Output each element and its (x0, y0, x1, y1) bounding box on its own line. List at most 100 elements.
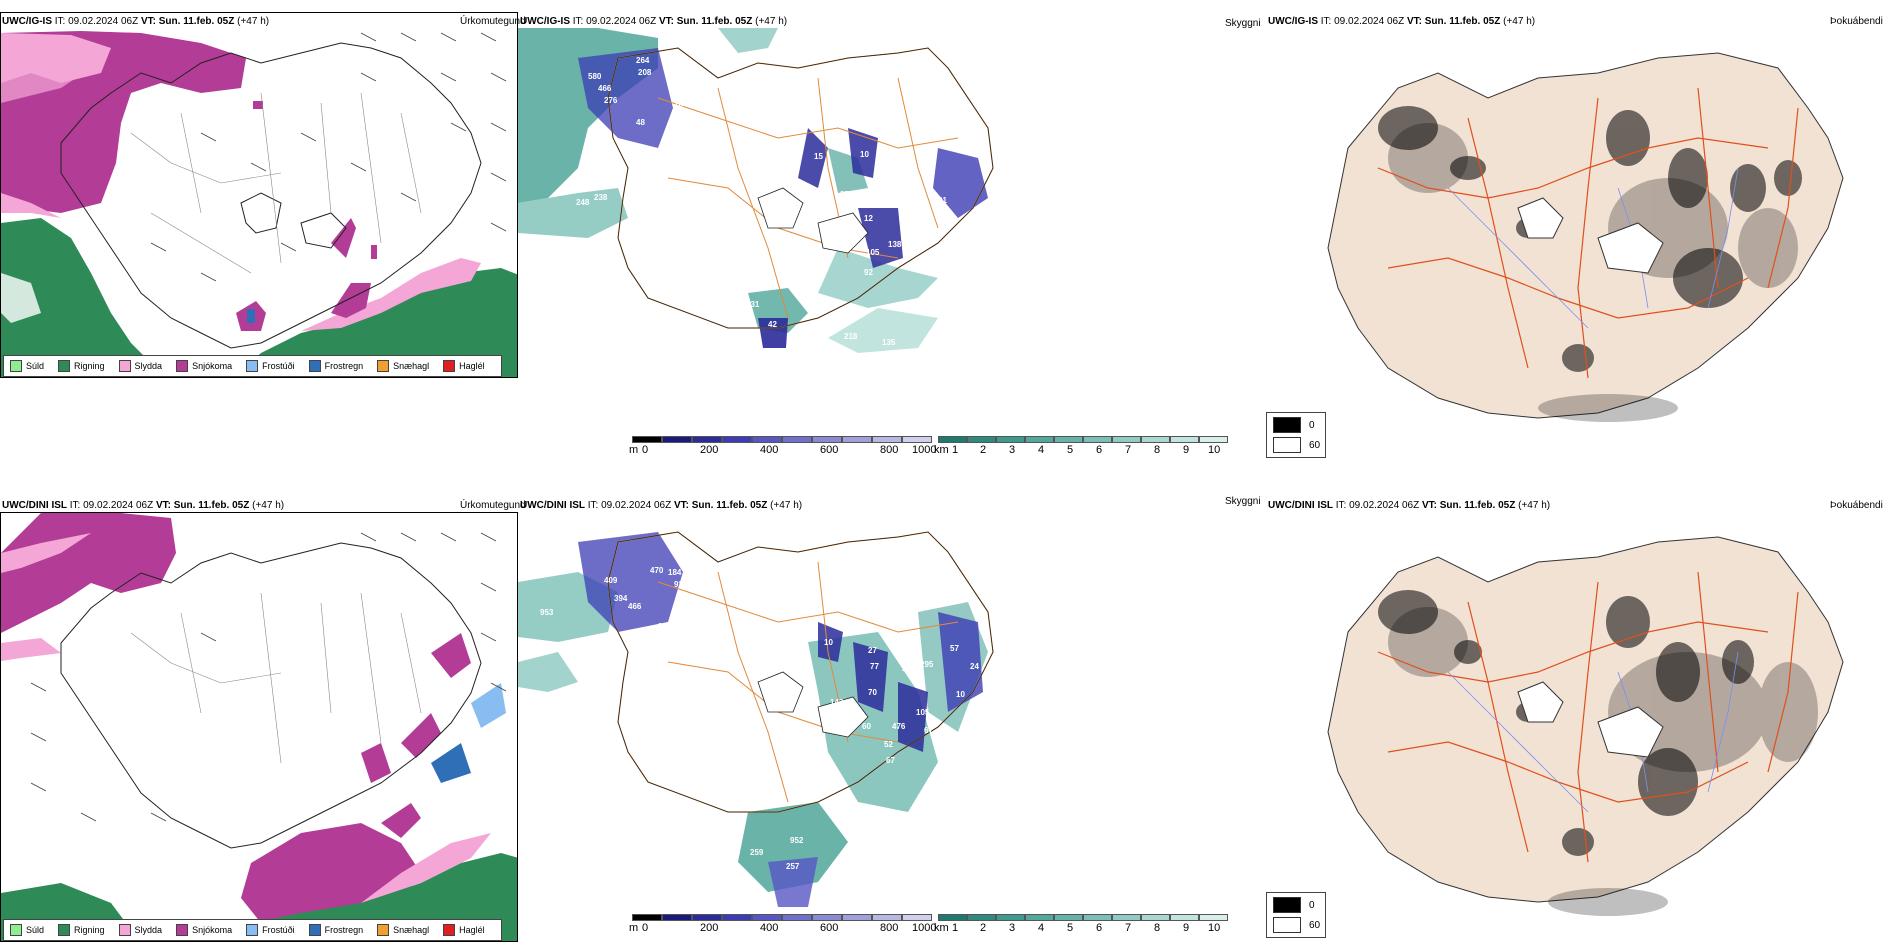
vt-label: VT: (673, 500, 689, 511)
vis-value-label: 208 (638, 68, 652, 77)
legend-item-frostudi: Frostúði (246, 924, 295, 936)
panel-title-bottom-2: Skyggni (1225, 496, 1261, 507)
colorbar-tick: 1 (952, 444, 959, 456)
legend-label: Frostregn (324, 361, 364, 371)
vis-value-label: 67 (886, 756, 895, 765)
colorbar-segment (722, 914, 752, 921)
legend-label: Frostúði (262, 361, 295, 371)
precip-legend-bottom: Súld Rigning Slydda Snjókoma Frostúði Fr… (3, 919, 502, 941)
panel-header-bottom-3: UWC/DINI ISL IT: 09.02.2024 06Z VT: Sun.… (1268, 500, 1550, 512)
vis-value-label: 87 (840, 190, 849, 199)
colorbar-tick: 7 (1125, 444, 1132, 456)
legend-swatch (58, 924, 71, 936)
it-label: IT: (54, 16, 66, 27)
fog-legend-row: 0 (1273, 897, 1315, 913)
vis-value-label: 12 (864, 214, 873, 223)
vis-value-label: 135 (882, 338, 896, 347)
vis-value-label: 27 (868, 646, 877, 655)
vt-label: VT: (140, 16, 156, 27)
vis-value-label: 476 (892, 722, 906, 731)
legend-swatch (58, 360, 71, 372)
vis-value-label: 48 (636, 118, 645, 127)
it-value: 09.02.2024 06Z (83, 500, 154, 511)
lead-time: (+47 h) (770, 500, 803, 511)
model-name: UWC/IG-IS (520, 16, 570, 27)
fog-legend-label: 0 (1309, 899, 1315, 911)
legend-swatch (443, 924, 456, 936)
vis-value-label: 57 (950, 644, 959, 653)
legend-label: Súld (26, 925, 45, 935)
vis-value-label: 81 (938, 196, 947, 205)
colorbar-segment (692, 436, 722, 443)
legend-swatch (377, 360, 390, 372)
vis-value-label: 60 (862, 722, 871, 731)
colorbar-segment (842, 436, 872, 443)
fog-index-panel-bottom (1268, 512, 1868, 942)
precip-type-panel-bottom: Súld Rigning Slydda Snjókoma Frostúði Fr… (0, 512, 518, 942)
colorbar-tick: 2 (980, 922, 987, 934)
model-name: UWC/DINI ISL (1268, 500, 1333, 511)
legend-item-snaehagl: Snæhagl (377, 360, 429, 372)
colorbar-segment (1054, 914, 1083, 921)
legend-label: Frostregn (324, 925, 364, 935)
lead-time: (+47 h) (1518, 500, 1551, 511)
fog-legend-label: 60 (1309, 919, 1321, 931)
vt-label: VT: (658, 16, 674, 27)
colorbar-tick: 1 (952, 922, 959, 934)
legend-label: Rigning (74, 361, 105, 371)
legend-item-sudl: Súld (10, 924, 44, 936)
colorbar-tick: 3 (1009, 922, 1016, 934)
colorbar-segment (872, 436, 902, 443)
vis-value-label: 466 (628, 602, 642, 611)
it-value: 09.02.2024 06Z (1349, 500, 1420, 511)
colorbar-segment (967, 436, 996, 443)
legend-label: Haglél (459, 925, 485, 935)
vis-value-label: 131 (746, 300, 760, 309)
legend-item-frostregn: Frostregn (308, 924, 364, 936)
it-value: 09.02.2024 06Z (601, 500, 672, 511)
colorbar-segment (662, 914, 692, 921)
colorbar-segment (938, 436, 967, 443)
fog-legend-label: 0 (1309, 419, 1315, 431)
visibility-panel-top: 264 208 580 466 276 16 48 161 248 238 15… (518, 28, 1008, 358)
legend-swatch (377, 924, 390, 936)
vis-value-label: 10 (860, 150, 869, 159)
colorbar-tick: 4 (1038, 444, 1045, 456)
vis-value-label: 259 (750, 848, 764, 857)
visibility-colorbar-bottom: m 0 200 400 600 800 1000 km 1 2 3 4 5 6 … (629, 914, 1232, 944)
panel-header-bottom-1: UWC/DINI ISL IT: 09.02.2024 06Z VT: Sun.… (2, 500, 284, 512)
legend-label: Haglél (459, 361, 485, 371)
it-value: 09.02.2024 06Z (586, 16, 657, 27)
precip-type-panel-top: Súld Rigning Slydda Snjókoma Frostúði Fr… (0, 12, 518, 378)
visibility-map-bottom (518, 531, 994, 907)
legend-item-haglel: Haglél (443, 360, 485, 372)
legend-item-haglel: Haglél (443, 924, 485, 936)
panel-title-bottom-1: Úrkomutegund (460, 500, 526, 511)
legend-swatch (308, 360, 321, 372)
fog-index-map-top (1327, 52, 1844, 422)
colorbar-segment (1170, 436, 1199, 443)
it-label: IT: (69, 500, 81, 511)
colorbar-segment (967, 914, 996, 921)
colorbar-segment (902, 914, 932, 921)
fog-legend-row: 0 (1273, 417, 1315, 433)
vis-value-label: 215 (902, 664, 916, 673)
legend-label: Súld (26, 361, 45, 371)
legend-swatch (118, 924, 131, 936)
vis-value-label: 238 (594, 193, 608, 202)
legend-swatch (246, 360, 259, 372)
colorbar-segment (1025, 914, 1054, 921)
colorbar-tick: 10 (1208, 922, 1221, 934)
colorbar-unit-m: m (629, 444, 639, 456)
legend-label: Snæhagl (393, 925, 430, 935)
colorbar-segment (692, 914, 722, 921)
colorbar-segment (632, 436, 662, 443)
vis-value-label: 218 (844, 332, 858, 341)
colorbar-segment (1083, 914, 1112, 921)
vis-value-label: 184 (668, 568, 682, 577)
colorbar-tick: 8 (1154, 444, 1161, 456)
vis-value-label: 248 (576, 198, 590, 207)
colorbar-segment (1112, 436, 1141, 443)
colorbar-tick: 10 (1208, 444, 1221, 456)
vis-value-label: 466 (598, 84, 612, 93)
